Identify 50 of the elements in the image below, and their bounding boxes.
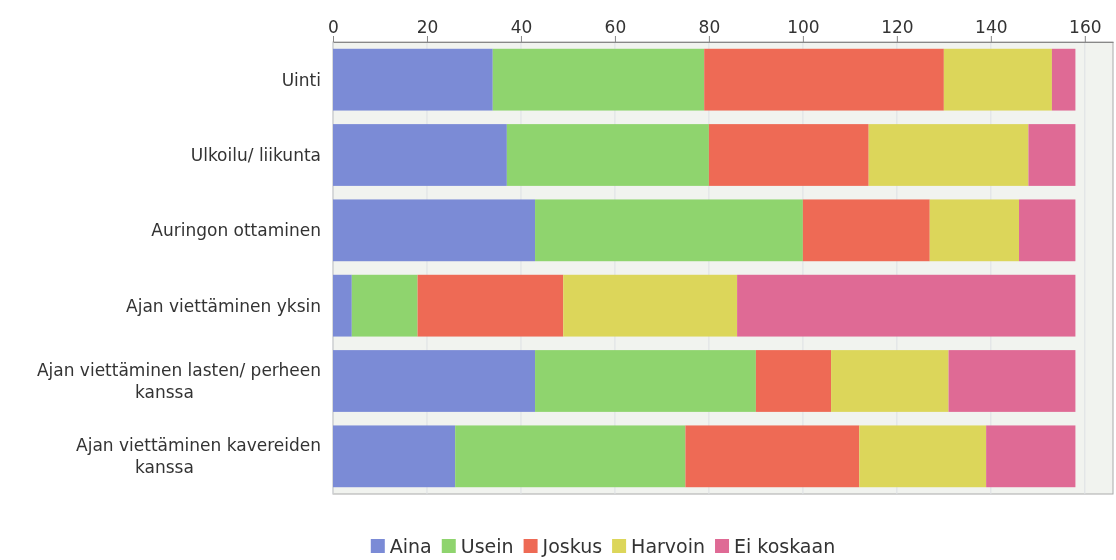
bar bbox=[333, 274, 352, 337]
x-tick-label: 100 bbox=[787, 17, 820, 37]
bar bbox=[708, 124, 869, 186]
bar bbox=[868, 124, 1029, 186]
bar bbox=[704, 48, 944, 111]
bar bbox=[986, 425, 1076, 488]
bar bbox=[1051, 48, 1076, 111]
x-tick-label: 0 bbox=[328, 17, 339, 37]
bar bbox=[685, 425, 860, 488]
legend-label: Joskus bbox=[541, 534, 603, 557]
y-tick-label: Ulkoilu/ liikunta bbox=[190, 144, 321, 165]
y-tick-label: Ajan viettäminen lasten/ perheen kanssa bbox=[36, 359, 321, 402]
y-tick-label: Auringon ottaminen bbox=[151, 220, 321, 241]
bar bbox=[333, 350, 536, 412]
bar bbox=[535, 350, 756, 412]
legend-label: Aina bbox=[389, 534, 432, 557]
bar bbox=[333, 48, 493, 111]
bar bbox=[417, 274, 564, 337]
bar bbox=[1028, 124, 1076, 186]
bar bbox=[506, 124, 709, 186]
bar bbox=[943, 48, 1052, 111]
x-tick-label: 20 bbox=[416, 17, 439, 37]
bar bbox=[737, 274, 1076, 337]
x-tick-label: 60 bbox=[604, 17, 627, 37]
legend-label: Ei koskaan bbox=[734, 534, 836, 557]
bar bbox=[333, 124, 507, 186]
bar bbox=[492, 48, 705, 111]
bar bbox=[929, 199, 1020, 262]
bar bbox=[351, 274, 418, 337]
bar bbox=[1019, 199, 1076, 262]
bar bbox=[831, 350, 949, 412]
x-tick-label: 120 bbox=[881, 17, 914, 37]
bar bbox=[563, 274, 738, 337]
x-tick-label: 140 bbox=[975, 17, 1008, 37]
bar bbox=[859, 425, 987, 488]
bar bbox=[455, 425, 686, 488]
legend-label: Harvoin bbox=[631, 534, 706, 557]
bar bbox=[948, 350, 1076, 412]
x-tick-label: 80 bbox=[698, 17, 721, 37]
bar bbox=[535, 199, 803, 262]
legend-label: Usein bbox=[460, 534, 514, 557]
bar bbox=[802, 199, 930, 262]
bar bbox=[333, 425, 456, 488]
y-tick-label: Ajan viettäminen yksin bbox=[126, 295, 321, 316]
bar bbox=[755, 350, 832, 412]
y-tick-label: Uinti bbox=[281, 69, 321, 90]
bar bbox=[333, 199, 536, 262]
x-tick-label: 160 bbox=[1069, 17, 1102, 37]
y-tick-label: Ajan viettäminen kavereiden kanssa bbox=[76, 435, 321, 478]
x-tick-label: 40 bbox=[510, 17, 533, 37]
